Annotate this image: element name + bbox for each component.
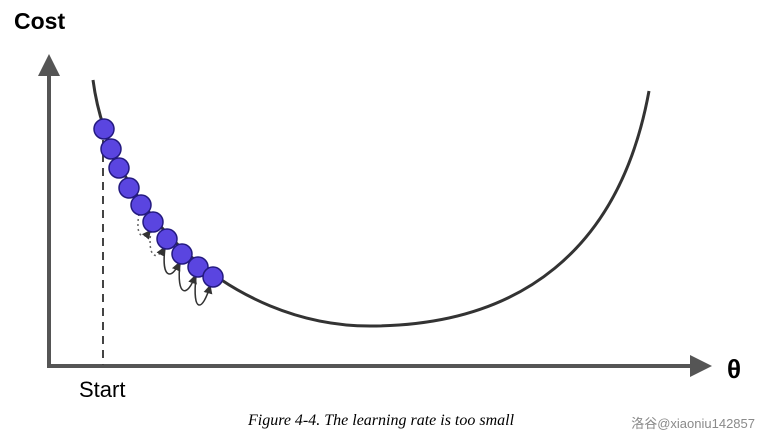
step-arrow [178,262,197,292]
figure-caption: Figure 4-4. The learning rate is too sma… [247,412,515,429]
step-arrow [137,213,151,240]
x-axis-label: θ [727,354,741,384]
x-axis [47,355,712,377]
descent-step-ball [93,118,115,140]
step-arrow [163,247,181,275]
start-label: Start [79,377,125,402]
step-arrow [194,275,213,306]
watermark: 洛谷@xiaoniu142857 [631,416,755,431]
descent-step-ball [130,194,152,216]
y-axis [38,54,60,368]
step-arrows [137,213,213,306]
descent-step-ball [171,243,193,265]
descent-step-ball [142,211,164,233]
cost-curve [91,79,651,328]
descent-steps [93,118,224,288]
descent-step-ball [156,228,178,250]
y-axis-label: Cost [14,8,65,34]
descent-step-ball [187,256,209,278]
step-arrow [149,230,165,257]
descent-step-ball [202,266,224,288]
descent-step-ball [108,157,130,179]
descent-step-ball [118,177,140,199]
descent-step-ball [100,138,122,160]
